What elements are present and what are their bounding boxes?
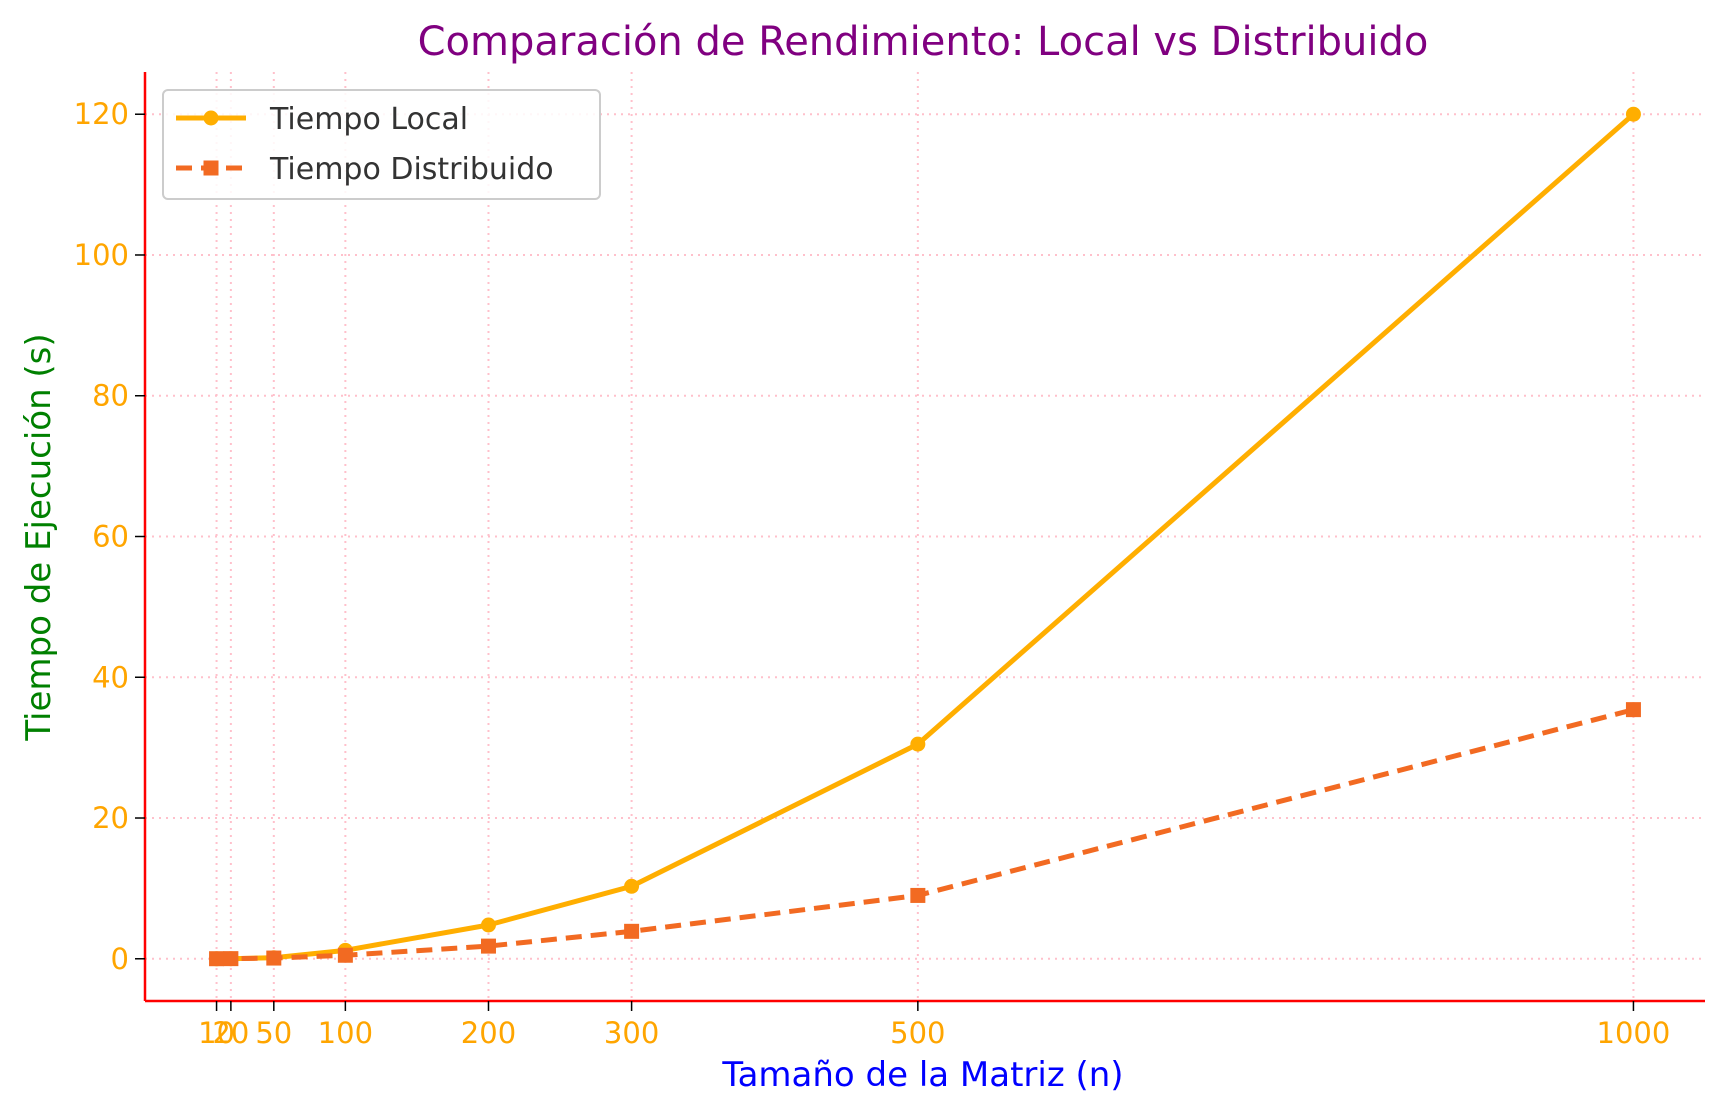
x-axis-label: Tamaño de la Matriz (n) xyxy=(721,1055,1123,1095)
y-tick-label: 60 xyxy=(92,520,129,554)
legend: Tiempo Local Tiempo Distribuido xyxy=(162,89,601,200)
legend-label: Tiempo Distribuido xyxy=(269,152,554,187)
x-tick-label: 20 xyxy=(212,1016,249,1050)
legend-label: Tiempo Local xyxy=(269,102,468,137)
y-axis-ticks: 0 20 40 60 80 100 120 xyxy=(74,97,145,976)
series-line xyxy=(216,707,1635,962)
x-tick-label: 200 xyxy=(461,1016,516,1050)
y-tick-label: 0 xyxy=(111,942,129,976)
legend-marker xyxy=(203,160,219,176)
data-point xyxy=(1625,106,1641,122)
x-tick-label: 50 xyxy=(255,1016,292,1050)
y-tick-label: 40 xyxy=(92,660,129,694)
legend-item: Tiempo Local xyxy=(176,102,468,137)
y-tick-label: 80 xyxy=(92,379,129,413)
data-point xyxy=(337,947,353,963)
x-tick-label: 1000 xyxy=(1597,1016,1671,1050)
x-tick-label: 10 xyxy=(198,1016,235,1050)
grid xyxy=(145,72,1705,1001)
x-tick-label: 500 xyxy=(890,1016,945,1050)
series-2 xyxy=(209,702,1641,967)
data-point xyxy=(223,951,239,967)
x-tick-label: 100 xyxy=(318,1016,373,1050)
legend-item: Tiempo Distribuido xyxy=(176,152,554,187)
data-point xyxy=(624,878,640,894)
data-point xyxy=(480,938,496,954)
legend-marker xyxy=(203,110,219,126)
chart-title: Comparación de Rendimiento: Local vs Dis… xyxy=(418,19,1429,65)
y-tick-label: 20 xyxy=(92,801,129,835)
data-point xyxy=(910,736,926,752)
legend-box xyxy=(162,89,601,200)
y-tick-label: 100 xyxy=(74,238,129,272)
data-point xyxy=(910,887,926,903)
x-tick-label: 300 xyxy=(604,1016,659,1050)
plot-series xyxy=(209,106,1641,967)
data-point xyxy=(209,951,225,967)
data-point xyxy=(1625,702,1641,718)
axes xyxy=(143,72,1705,1003)
data-point xyxy=(266,950,282,966)
y-tick-label: 120 xyxy=(74,97,129,131)
data-point xyxy=(480,917,496,933)
y-axis-label: Tiempo de Ejecución (s) xyxy=(19,333,59,741)
data-point xyxy=(624,923,640,939)
